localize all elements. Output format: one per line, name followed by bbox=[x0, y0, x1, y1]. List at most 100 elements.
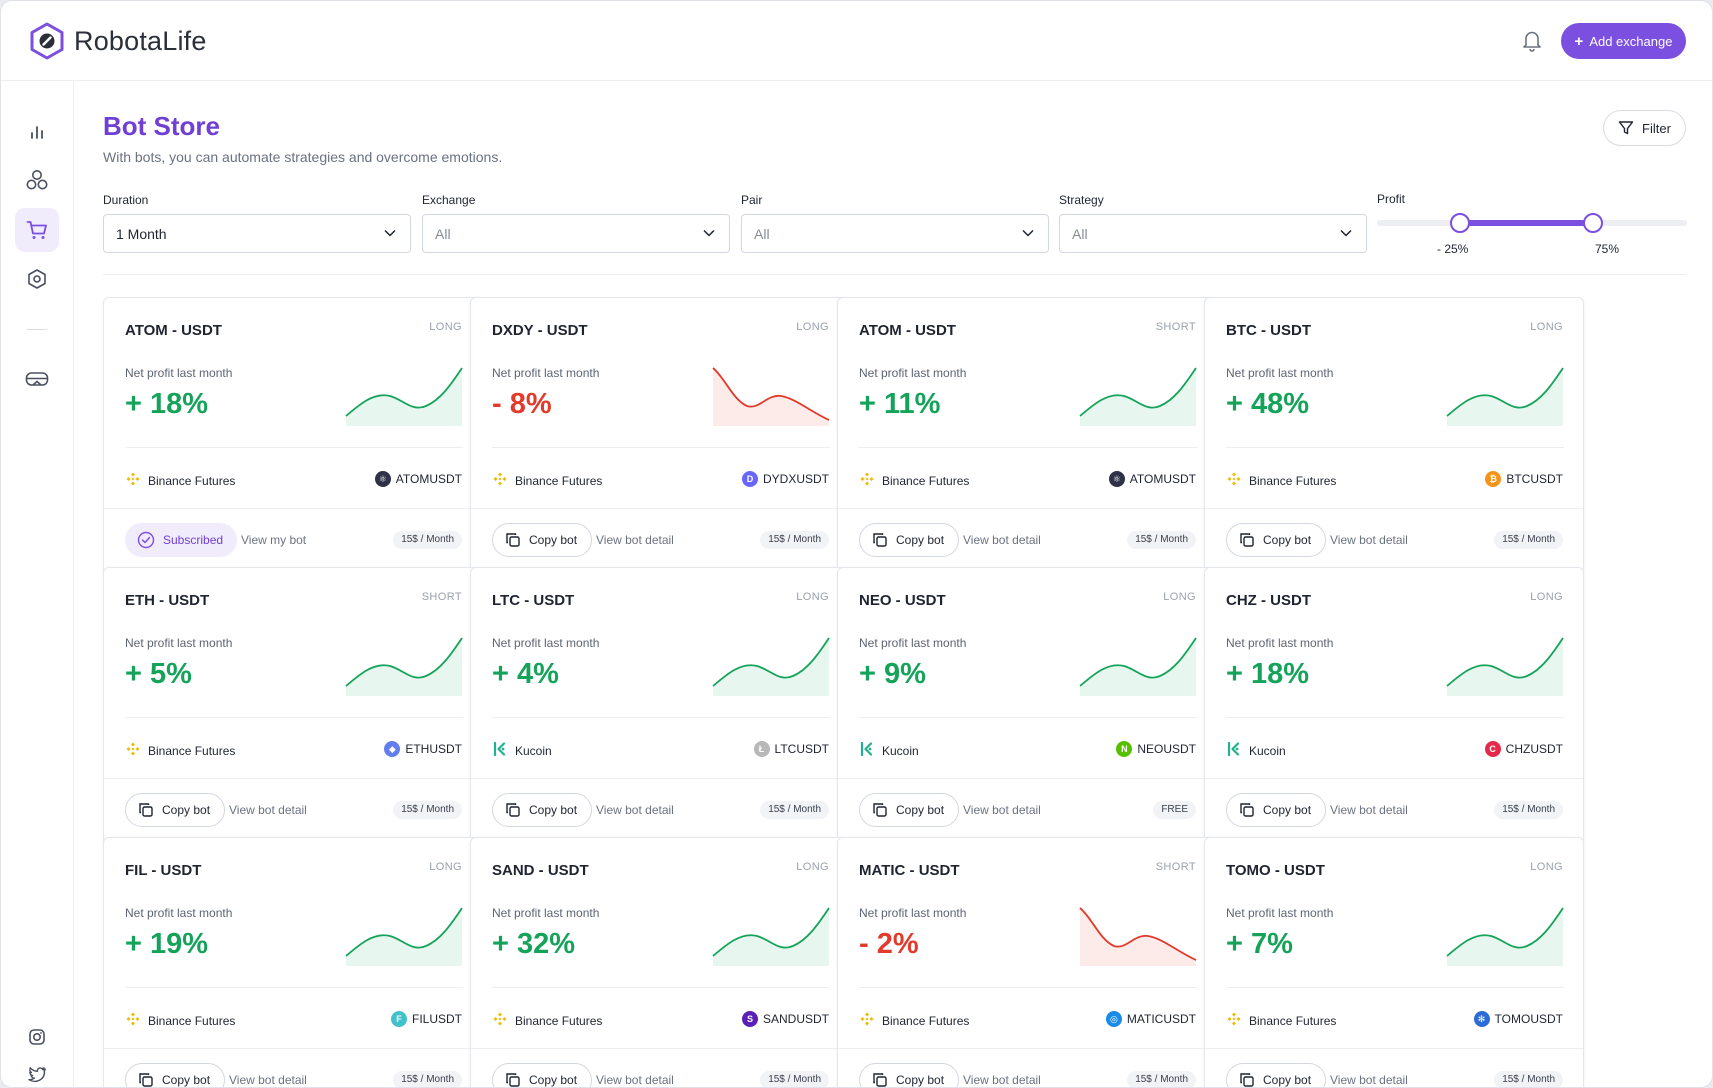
bot-card[interactable]: CHZ - USDT LONG Net profit last month + … bbox=[1204, 567, 1584, 844]
bot-card[interactable]: NEO - USDT LONG Net profit last month + … bbox=[837, 567, 1217, 844]
price-badge: 15$ / Month bbox=[1494, 801, 1563, 819]
sparkline-area bbox=[1080, 638, 1196, 696]
binance-logo-icon bbox=[125, 471, 141, 490]
copy-bot-label: Copy bot bbox=[1263, 533, 1312, 547]
view-bot-link[interactable]: View bot detail bbox=[229, 803, 307, 817]
bot-profit-value: + 18% bbox=[125, 388, 209, 420]
bot-card[interactable]: DXDY - USDT LONG Net profit last month -… bbox=[470, 297, 850, 574]
sidebar-item-settings[interactable] bbox=[15, 257, 59, 301]
strategy-value: All bbox=[1072, 225, 1088, 242]
exchange-select[interactable]: All bbox=[422, 214, 730, 253]
bot-strategy-side: LONG bbox=[796, 861, 829, 873]
sidebar-item-analytics[interactable] bbox=[15, 110, 59, 154]
view-bot-link[interactable]: View bot detail bbox=[1330, 533, 1408, 547]
card-divider bbox=[859, 717, 1197, 718]
logo[interactable]: RobotaLife bbox=[28, 21, 207, 61]
view-bot-link[interactable]: View bot detail bbox=[1330, 1073, 1408, 1087]
exchange-name: Binance Futures bbox=[882, 1013, 970, 1028]
cart-icon bbox=[26, 221, 47, 239]
profit-sparkline bbox=[1079, 907, 1197, 966]
filter-button[interactable]: Filter bbox=[1603, 110, 1686, 146]
profit-max-handle[interactable] bbox=[1582, 213, 1603, 233]
copy-bot-button[interactable]: Copy bot bbox=[1226, 793, 1327, 827]
binance-logo-icon bbox=[492, 1011, 508, 1030]
view-my-bot-link[interactable]: View my bot bbox=[241, 533, 307, 547]
sparkline-line bbox=[1446, 367, 1564, 417]
sidebar-item-bot-store[interactable] bbox=[15, 208, 59, 252]
profit-label: Profit bbox=[1377, 192, 1406, 206]
sidebar-item-twitter[interactable] bbox=[15, 1052, 59, 1087]
symbol-info: ⚛ ATOMUSDT bbox=[374, 471, 462, 487]
bot-card[interactable]: TOMO - USDT LONG Net profit last month +… bbox=[1204, 837, 1584, 1087]
copy-bot-button[interactable]: Copy bot bbox=[859, 523, 960, 557]
binance-logo-icon bbox=[1226, 471, 1242, 490]
view-bot-link[interactable]: View bot detail bbox=[963, 1073, 1041, 1087]
bot-card[interactable]: ATOM - USDT SHORT Net profit last month … bbox=[837, 297, 1217, 574]
bot-card[interactable]: MATIC - USDT SHORT Net profit last month… bbox=[837, 837, 1217, 1087]
profit-sparkline bbox=[712, 637, 830, 696]
copy-bot-button[interactable]: Copy bot bbox=[492, 523, 593, 557]
copy-bot-label: Copy bot bbox=[529, 803, 578, 817]
bot-card[interactable]: LTC - USDT LONG Net profit last month + … bbox=[470, 567, 850, 844]
copy-bot-button[interactable]: Copy bot bbox=[492, 1063, 593, 1087]
pair-select[interactable]: All bbox=[741, 214, 1049, 253]
instagram-icon bbox=[29, 1029, 45, 1045]
view-bot-link[interactable]: View bot detail bbox=[963, 533, 1041, 547]
chevron-down-icon bbox=[384, 229, 396, 237]
copy-bot-button[interactable]: Copy bot bbox=[125, 793, 226, 827]
duration-select[interactable]: 1 Month bbox=[103, 214, 411, 253]
sidebar-item-community[interactable] bbox=[15, 158, 59, 202]
price-badge: 15$ / Month bbox=[760, 531, 829, 549]
view-bot-link[interactable]: View bot detail bbox=[596, 1073, 674, 1087]
sidebar-item-metaverse[interactable] bbox=[15, 357, 59, 401]
view-bot-link[interactable]: View bot detail bbox=[596, 803, 674, 817]
copy-bot-button[interactable]: Copy bot bbox=[859, 1063, 960, 1087]
symbol-info: ◆ ETHUSDT bbox=[384, 741, 462, 757]
bot-card[interactable]: FIL - USDT LONG Net profit last month + … bbox=[103, 837, 483, 1087]
copy-bot-button[interactable]: Copy bot bbox=[125, 1063, 226, 1087]
copy-icon bbox=[1240, 803, 1254, 817]
subscribed-label: Subscribed bbox=[163, 533, 224, 547]
copy-icon bbox=[1240, 1073, 1254, 1087]
profit-min-handle[interactable] bbox=[1450, 213, 1471, 233]
symbol-info: S SANDUSDT bbox=[741, 1011, 829, 1027]
bot-pair-name: ATOM - USDT bbox=[125, 322, 222, 339]
card-footer-divider bbox=[104, 778, 482, 779]
bot-profit-value: + 32% bbox=[492, 928, 576, 960]
subscribed-button[interactable]: Subscribed bbox=[125, 523, 238, 557]
add-exchange-button[interactable]: + Add exchange bbox=[1561, 23, 1686, 59]
profit-range-slider[interactable] bbox=[1377, 213, 1687, 233]
exchange-value: All bbox=[435, 225, 451, 242]
card-divider bbox=[492, 717, 830, 718]
bot-card[interactable]: ETH - USDT SHORT Net profit last month +… bbox=[103, 567, 483, 844]
view-bot-link[interactable]: View bot detail bbox=[963, 803, 1041, 817]
sidebar-item-instagram[interactable] bbox=[15, 1015, 59, 1059]
symbol-name: BTCUSDT bbox=[1506, 472, 1563, 486]
copy-icon bbox=[506, 533, 520, 547]
view-bot-link[interactable]: View bot detail bbox=[1330, 803, 1408, 817]
copy-bot-label: Copy bot bbox=[1263, 803, 1312, 817]
bot-pair-name: SAND - USDT bbox=[492, 862, 589, 879]
symbol-info: ◎ MATICUSDT bbox=[1105, 1011, 1196, 1027]
strategy-select[interactable]: All bbox=[1059, 214, 1367, 253]
copy-bot-button[interactable]: Copy bot bbox=[859, 793, 960, 827]
sidebar-divider bbox=[27, 329, 47, 330]
sparkline-line bbox=[345, 637, 463, 687]
exchange-info: Binance Futures bbox=[1226, 1011, 1336, 1030]
net-profit-label: Net profit last month bbox=[859, 906, 967, 920]
eth-coin-icon: ◆ bbox=[384, 741, 401, 757]
view-bot-link[interactable]: View bot detail bbox=[596, 533, 674, 547]
exchange-label: Exchange bbox=[422, 193, 476, 207]
copy-bot-button[interactable]: Copy bot bbox=[1226, 1063, 1327, 1087]
copy-bot-button[interactable]: Copy bot bbox=[1226, 523, 1327, 557]
copy-bot-button[interactable]: Copy bot bbox=[492, 793, 593, 827]
bot-card[interactable]: BTC - USDT LONG Net profit last month + … bbox=[1204, 297, 1584, 574]
bot-card[interactable]: ATOM - USDT LONG Net profit last month +… bbox=[103, 297, 483, 574]
profit-sparkline bbox=[1446, 907, 1564, 966]
bell-icon[interactable] bbox=[1521, 28, 1543, 52]
bot-card[interactable]: SAND - USDT LONG Net profit last month +… bbox=[470, 837, 850, 1087]
view-bot-link[interactable]: View bot detail bbox=[229, 1073, 307, 1087]
price-badge: 15$ / Month bbox=[393, 531, 462, 549]
symbol-info: ✻ TOMOUSDT bbox=[1473, 1011, 1563, 1027]
sparkline-area bbox=[1080, 368, 1196, 426]
